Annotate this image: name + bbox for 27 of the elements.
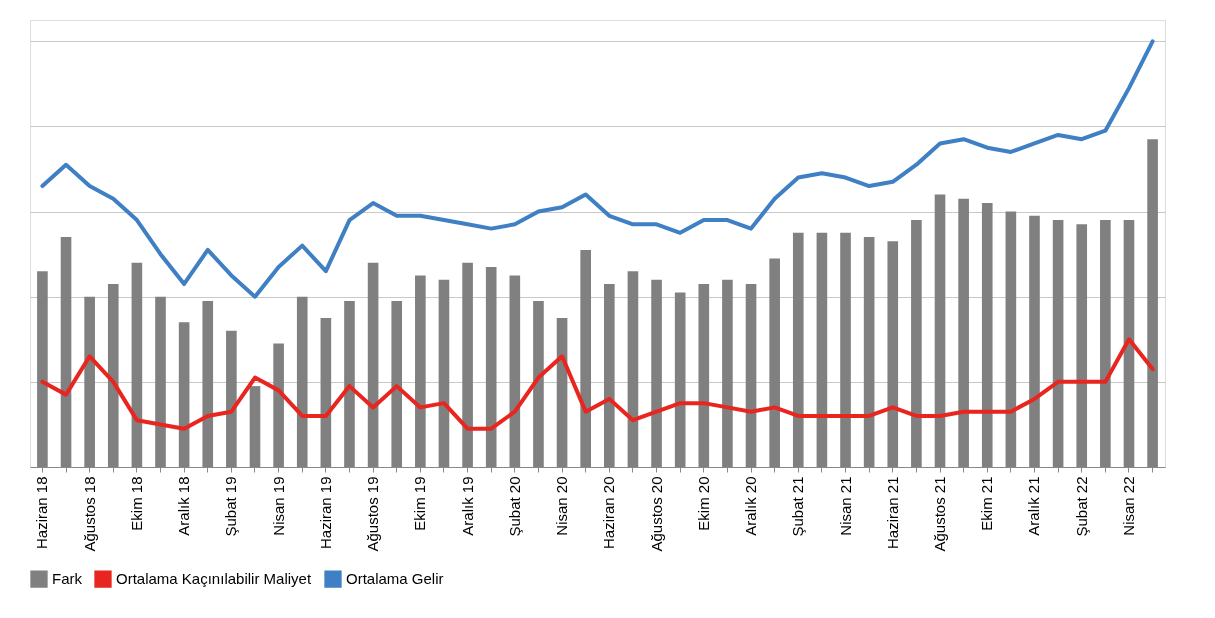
x-tick-label: Haziran 21 [883, 476, 901, 550]
x-tick-label: Nisan 20 [553, 476, 571, 536]
x-tick-label: Ekim 21 [978, 476, 996, 531]
x-tick-label: Aralık 19 [458, 476, 476, 536]
x-tick-label: Ağustos 20 [647, 476, 665, 552]
x-tick-label: Ağustos 21 [931, 476, 949, 552]
legend-label: Fark [52, 570, 83, 588]
x-tick-label: Şubat 22 [1072, 476, 1090, 537]
x-tick-label: Aralık 20 [742, 476, 760, 536]
x-tick-label: Nisan 21 [836, 476, 854, 536]
x-tick-label: Ekim 19 [411, 476, 429, 531]
x-tick-label: Ağustos 18 [80, 476, 98, 552]
x-tick-label: Şubat 21 [789, 476, 807, 537]
x-tick-label: Şubat 20 [505, 476, 523, 537]
x-tick-label: Nisan 19 [269, 476, 287, 536]
x-tick-label: Haziran 18 [33, 476, 51, 550]
legend-label: Ortalama Kaçınılabilir Maliyet [116, 570, 312, 588]
x-tick-label: Aralık 18 [175, 476, 193, 536]
x-tick-label: Ekim 18 [127, 476, 145, 531]
x-tick-label: Ekim 20 [694, 476, 712, 531]
x-tick-label: Şubat 19 [222, 476, 240, 537]
x-tick-label: Ağustos 19 [364, 476, 382, 552]
x-tick-label: Haziran 20 [600, 476, 618, 550]
x-tick-label: Nisan 22 [1119, 476, 1137, 536]
legend-label: Ortalama Gelir [346, 570, 444, 588]
x-tick-label: Aralık 21 [1025, 476, 1043, 536]
x-tick-label: Haziran 19 [316, 476, 334, 550]
